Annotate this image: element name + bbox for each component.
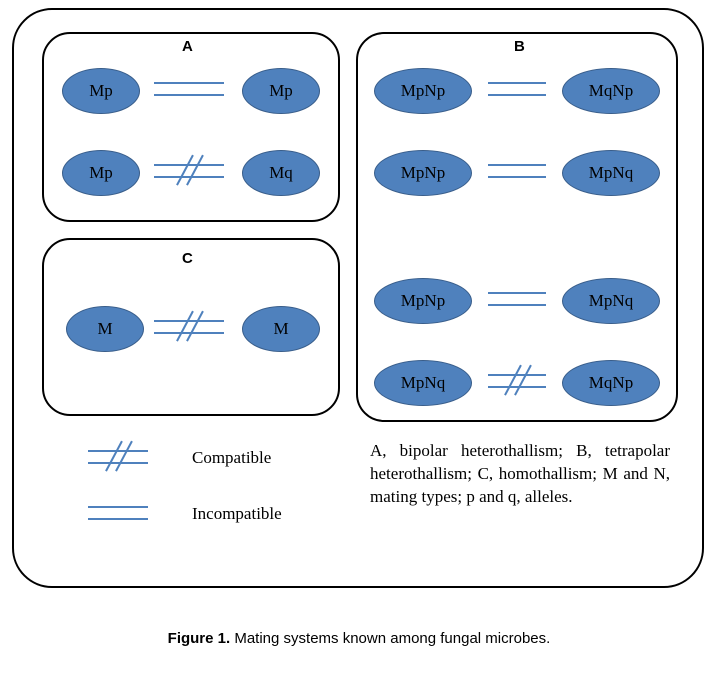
connector-b2l-b2r: [488, 164, 546, 180]
caption-rest: Mating systems known among fungal microb…: [230, 630, 550, 647]
node-b1r: MqNp: [562, 68, 660, 114]
node-a1l: Mp: [62, 68, 140, 114]
caption-bold: Figure 1.: [168, 630, 231, 647]
node-b3r: MpNq: [562, 278, 660, 324]
panel-b-title: B: [514, 38, 525, 55]
panel-a-title: A: [182, 38, 193, 55]
connector-legend-incompatible: [88, 506, 148, 522]
description-text: A, bipolar heterothallism; B, tetrapolar…: [370, 440, 670, 509]
node-b3l: MpNp: [374, 278, 472, 324]
node-b2l: MpNp: [374, 150, 472, 196]
panel-c-title: C: [182, 250, 193, 267]
node-a2r: Mq: [242, 150, 320, 196]
legend-incompatible-label: Incompatible: [192, 504, 282, 524]
connector-a1l-a1r: [154, 82, 224, 98]
legend-compatible-label: Compatible: [192, 448, 271, 468]
connector-c1l-c1r: [154, 320, 224, 336]
node-a2l: Mp: [62, 150, 140, 196]
node-b4l: MpNq: [374, 360, 472, 406]
legend-incompatible-symbol: [88, 506, 148, 526]
node-b2r: MpNq: [562, 150, 660, 196]
node-a1r: Mp: [242, 68, 320, 114]
outer-frame: A B C Mp Mp Mp Mq M M MpNp MqNp MpNp MpNq MpNp MpNq…: [12, 8, 704, 588]
node-b1l: MpNp: [374, 68, 472, 114]
connector-b1l-b1r: [488, 82, 546, 98]
connector-b4l-b4r: [488, 374, 546, 390]
figure-caption: Figure 1. Mating systems known among fun…: [0, 630, 718, 647]
connector-b3l-b3r: [488, 292, 546, 308]
connector-legend-compatible: [88, 450, 148, 466]
node-c1l: M: [66, 306, 144, 352]
node-b4r: MqNp: [562, 360, 660, 406]
legend-compatible-symbol: [88, 450, 148, 470]
node-c1r: M: [242, 306, 320, 352]
connector-a2l-a2r: [154, 164, 224, 180]
